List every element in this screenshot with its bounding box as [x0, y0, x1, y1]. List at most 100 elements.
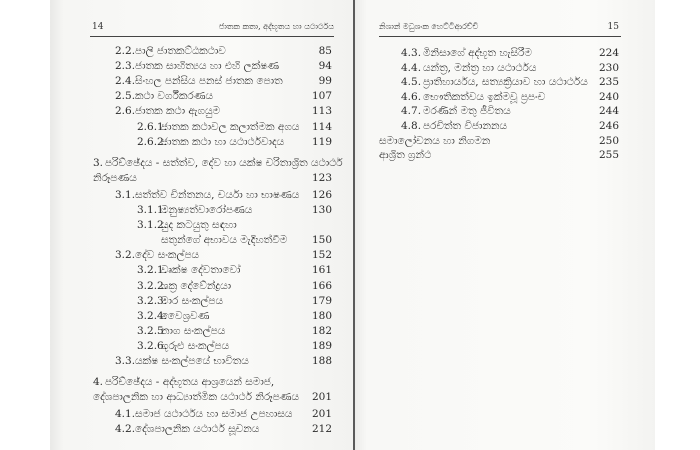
entry-page-number: 99 — [318, 75, 332, 88]
entry-page-number: 126 — [311, 188, 332, 201]
entry-title: සතුන්ගේ අභාවය මැදිහත්වීම — [161, 234, 288, 247]
entry-number: 3.2.4. — [137, 309, 168, 322]
entry-number: 4. — [93, 376, 104, 389]
entry-title: ජාතක කථාවල කලාත්මක අගය — [161, 120, 300, 133]
entry-title: ප්‍රාතිහාර්යය, සත්‍යක්‍රියාව හා යථාර්ථය — [423, 76, 588, 89]
entry-page-number: 179 — [311, 294, 332, 307]
entry-title: සමාජ යථාර්ථය හා සමාජ උපහාසය — [135, 408, 293, 421]
entry-page-number: 107 — [311, 90, 332, 103]
entry-title: ශක්‍ර දේවේන්ද්‍රයා — [161, 279, 232, 292]
entry-page-number: 188 — [311, 355, 332, 367]
entry-page-number: 212 — [311, 423, 332, 436]
entry-number: 2.4. — [115, 75, 136, 88]
entry-page-number: 152 — [311, 249, 332, 262]
page-number: 14 — [92, 22, 104, 32]
entry-title: පරචිත්ත විජානනය — [423, 120, 508, 132]
entry-page-number: 230 — [598, 61, 619, 74]
running-header: නිශාන් මධුශංක හෙට්ටිආරච්චි — [379, 22, 479, 31]
entry-title: පාලි ජාතකට්ඨකථාව — [135, 45, 226, 57]
left-page: 14 ජාතක කතා, අද්භූතය හා යථාර්ථය 2.2. පාලි… — [50, 0, 354, 450]
entry-number: 4.6. — [401, 90, 422, 103]
entry-title: සිංහල පන්සිය පනස් ජාතක පොත — [135, 75, 283, 88]
entry-title: යක්ෂ සංකල්පයේ භාවිතය — [135, 355, 249, 367]
entry-title: භෞතිකත්වය ඉක්මවූ ප්‍රපංච — [423, 90, 546, 103]
entry-number: 2.6.1. — [137, 120, 168, 133]
entry-title: සමාලෝචනය හා නිගමන — [379, 134, 491, 147]
entry-page-number: 94 — [318, 60, 332, 73]
entry-title: ජාතක කථා ඇගයුම — [135, 105, 221, 118]
entry-page-number: 182 — [311, 324, 332, 337]
entry-page-number: 123 — [311, 171, 332, 184]
entry-title: කථා වර්ගීකරණය — [135, 90, 214, 103]
entry-title: යුද කටයුතු සඳහා — [161, 219, 237, 232]
entry-number: 3.3. — [115, 355, 136, 367]
entry-title: යන්ත්‍ර, මන්ත්‍ර හා යථාර්ථය — [423, 61, 537, 74]
entry-number: 4.1. — [115, 408, 136, 421]
entry-page-number: 201 — [311, 408, 332, 421]
entry-number: 2.2. — [115, 45, 136, 57]
entry-page-number: 161 — [311, 264, 332, 277]
entry-page-number: 180 — [311, 309, 332, 322]
book-gutter — [353, 0, 355, 450]
entry-page-number: 235 — [598, 76, 619, 89]
entry-number: 3.2.3. — [137, 294, 168, 307]
entry-title: නාග සංකල්පය — [161, 324, 226, 337]
entry-title: ගුරුළු සංකල්පය — [161, 339, 230, 352]
entry-title: වෛශ්‍රවණ — [161, 309, 210, 322]
entry-title: පරිච්ඡේදය - අද්භූතය ආශ්‍රයෙන් සමාජ, — [105, 376, 275, 389]
entry-title: මරණින් මතු ජීවිතය — [423, 105, 511, 118]
entry-title: ජාතක කථා හා යථාර්ථවාදය — [161, 135, 285, 148]
entry-title: දේශපාලනික යථාර්ථ සූචනය — [135, 423, 260, 436]
entry-page-number: 240 — [598, 90, 619, 103]
entry-title: දේව සංකල්පය — [135, 249, 200, 262]
entry-page-number: 244 — [598, 105, 619, 118]
entry-title: ආශ්‍රිත ග්‍රන්ථ — [379, 149, 432, 162]
entry-title: නිරූපණය — [93, 171, 137, 184]
entry-page-number: 85 — [318, 45, 332, 57]
entry-title: මනුෂ්‍යත්වාරෝපණය — [161, 204, 253, 216]
entry-page-number: 246 — [598, 120, 619, 132]
entry-number: 3.1.1. — [137, 204, 168, 216]
entry-title: සත්ත්ව චින්තනය, චර්යා හා භාෂණය — [135, 188, 300, 201]
header-rule — [90, 36, 334, 37]
entry-title: ජාතක සාහිත්‍යය හා එහි ලක්ෂණ — [135, 60, 280, 73]
entry-page-number: 130 — [311, 204, 332, 216]
entry-number: 2.3. — [115, 60, 136, 73]
right-page: නිශාන් මධුශංක හෙට්ටිආරච්චි 15 4.3. මිනිසා… — [355, 0, 655, 450]
entry-number: 4.5. — [401, 76, 422, 89]
entry-number: 3.2. — [115, 249, 136, 262]
entry-number: 3.1.2. — [137, 219, 168, 232]
entry-page-number: 201 — [311, 391, 332, 404]
entry-title: මිනිසාගේ අද්භූත හැසිරීම — [423, 47, 532, 59]
entry-page-number: 189 — [311, 339, 332, 352]
entry-page-number: 255 — [598, 149, 619, 162]
entry-number: 3. — [93, 156, 104, 169]
entry-number: 4.8. — [401, 120, 422, 132]
entry-page-number: 250 — [598, 134, 619, 147]
entry-number: 3.2.5 — [137, 324, 164, 337]
entry-page-number: 150 — [311, 234, 332, 247]
entry-number: 4.4. — [401, 61, 422, 74]
header-rule — [379, 36, 621, 37]
entry-page-number: 114 — [311, 120, 332, 133]
entry-page-number: 224 — [598, 47, 619, 59]
entry-number: 3.2.6. — [137, 339, 168, 352]
entry-number: 2.6. — [115, 105, 136, 118]
entry-page-number: 113 — [311, 105, 332, 118]
entry-title: දේශපාලනික හා ආධ්‍යාත්මික යථාර්ථ නිරූපණය — [93, 391, 300, 404]
entry-number: 3.2.2. — [137, 279, 168, 292]
entry-page-number: 166 — [311, 279, 332, 292]
entry-number: 4.2. — [115, 423, 136, 436]
entry-number: 4.7. — [401, 105, 422, 118]
entry-number: 2.6.2. — [137, 135, 168, 148]
entry-title: පරිච්ඡේදය - සත්ත්ව, දේව හා යක්ෂ චරිතාශ්‍… — [105, 156, 343, 169]
running-header: ජාතක කතා, අද්භූතය හා යථාර්ථය — [218, 22, 334, 31]
entry-title: වෘක්ෂ දේවතාවෝ — [161, 264, 241, 277]
entry-number: 3.1. — [115, 188, 136, 201]
page-number: 15 — [607, 22, 619, 32]
entry-number: 3.2.1. — [137, 264, 168, 277]
entry-title: මාර සංකල්පය — [161, 294, 224, 307]
entry-page-number: 119 — [311, 135, 332, 148]
entry-number: 4.3. — [401, 47, 422, 59]
entry-number: 2.5. — [115, 90, 136, 103]
